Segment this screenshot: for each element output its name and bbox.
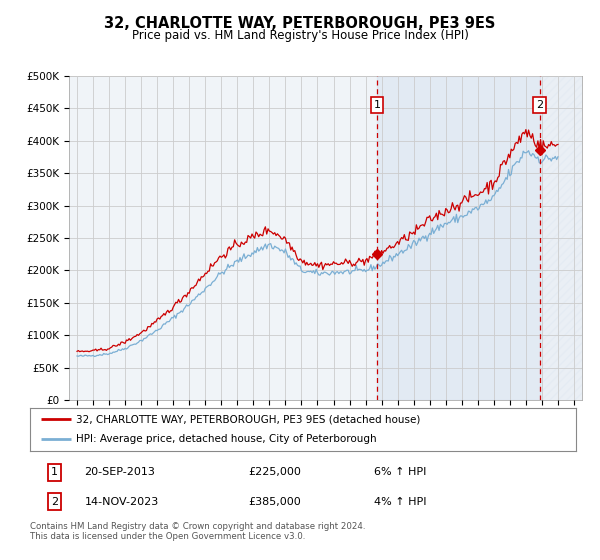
Text: 1: 1 xyxy=(374,100,380,110)
Text: 4% ↑ HPI: 4% ↑ HPI xyxy=(374,497,427,507)
Text: 6% ↑ HPI: 6% ↑ HPI xyxy=(374,468,427,478)
Bar xyxy=(540,76,582,400)
Text: 32, CHARLOTTE WAY, PETERBOROUGH, PE3 9ES: 32, CHARLOTTE WAY, PETERBOROUGH, PE3 9ES xyxy=(104,16,496,31)
Text: 1: 1 xyxy=(51,468,58,478)
Text: HPI: Average price, detached house, City of Peterborough: HPI: Average price, detached house, City… xyxy=(76,434,377,444)
Text: 20-SEP-2013: 20-SEP-2013 xyxy=(85,468,155,478)
Text: Contains HM Land Registry data © Crown copyright and database right 2024.
This d: Contains HM Land Registry data © Crown c… xyxy=(30,522,365,542)
Text: 2: 2 xyxy=(536,100,544,110)
Bar xyxy=(377,76,540,400)
Text: £225,000: £225,000 xyxy=(248,468,301,478)
Text: £385,000: £385,000 xyxy=(248,497,301,507)
Text: 2: 2 xyxy=(51,497,58,507)
Text: 14-NOV-2023: 14-NOV-2023 xyxy=(85,497,159,507)
Text: Price paid vs. HM Land Registry's House Price Index (HPI): Price paid vs. HM Land Registry's House … xyxy=(131,29,469,42)
Text: 32, CHARLOTTE WAY, PETERBOROUGH, PE3 9ES (detached house): 32, CHARLOTTE WAY, PETERBOROUGH, PE3 9ES… xyxy=(76,414,421,424)
